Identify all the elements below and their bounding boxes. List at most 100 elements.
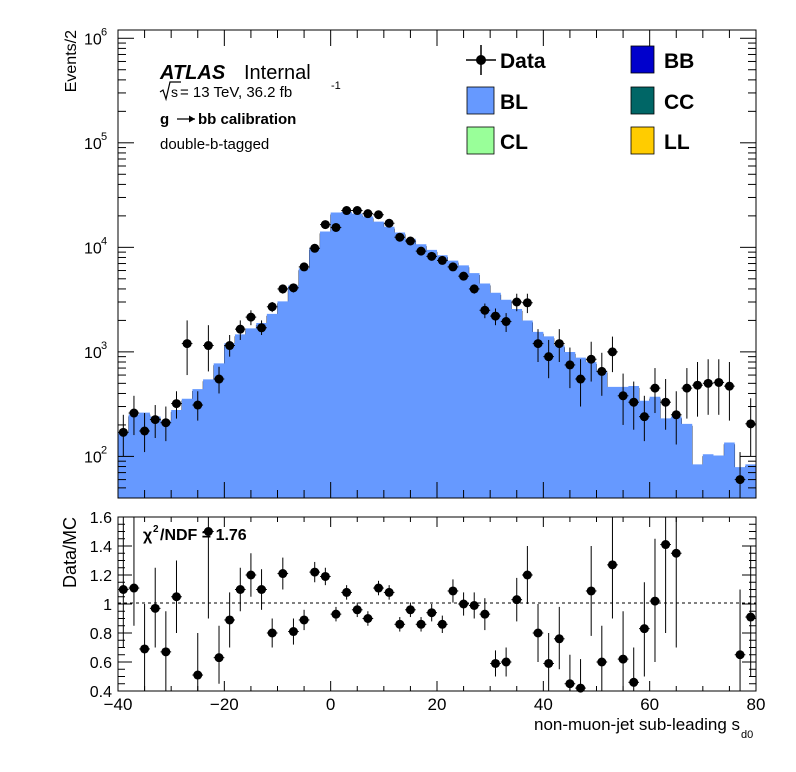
ratio-marker <box>193 670 203 680</box>
x-axis-label: non-muon-jet sub-leading s <box>534 715 740 734</box>
data-marker <box>405 236 415 246</box>
data-point <box>490 308 501 326</box>
ratio-point <box>330 606 342 622</box>
ratio-marker <box>405 605 415 615</box>
data-marker <box>416 246 426 256</box>
data-marker <box>395 232 405 242</box>
data-point <box>543 339 554 379</box>
data-point <box>724 362 735 421</box>
ratio-marker <box>576 683 586 693</box>
ratio-point <box>394 617 406 632</box>
data-marker <box>225 341 235 351</box>
ratio-point <box>192 633 204 691</box>
ratio-marker <box>746 612 756 622</box>
ratio-marker <box>501 657 511 667</box>
data-marker <box>193 400 203 410</box>
ratio-point <box>256 569 267 610</box>
bl-stack-layer <box>118 211 756 499</box>
x-tick-label: 20 <box>428 695 447 714</box>
legend: Data BB BL CC CL LL <box>466 45 694 155</box>
ratio-marker <box>448 586 458 596</box>
data-marker <box>746 419 756 429</box>
lumi-exponent: -1 <box>331 80 341 92</box>
legend-data-label: Data <box>500 50 546 73</box>
data-marker <box>448 262 458 272</box>
ratio-marker <box>129 583 139 593</box>
legend-entry-bb: BB <box>630 45 694 74</box>
data-marker <box>352 206 362 216</box>
ratio-y-tick-label: 0.6 <box>90 655 112 672</box>
data-marker <box>501 317 511 327</box>
data-point <box>320 220 331 230</box>
sqrt-symbol <box>159 81 181 102</box>
ratio-marker <box>257 585 267 594</box>
legend-cc-swatch <box>630 86 655 115</box>
data-point <box>309 243 321 253</box>
data-point <box>192 391 204 421</box>
ratio-marker <box>735 650 745 660</box>
ratio-point <box>383 585 395 600</box>
legend-ll-swatch <box>630 126 655 155</box>
data-point <box>213 366 225 394</box>
ratio-point <box>500 647 512 677</box>
data-marker <box>650 383 660 393</box>
legend-entry-cl: CL <box>466 126 528 155</box>
ratio-point <box>160 611 172 691</box>
ratio-point <box>426 604 437 622</box>
data-marker <box>140 426 150 436</box>
y-tick-exponent: 5 <box>101 131 107 143</box>
ratio-point <box>128 517 140 626</box>
data-point <box>553 329 565 363</box>
ratio-y-tick-label: 1 <box>103 597 112 614</box>
data-point <box>585 341 597 382</box>
data-marker <box>171 399 181 409</box>
data-point <box>224 335 235 357</box>
ratio-point <box>288 618 299 645</box>
legend-entry-bl: BL <box>466 86 528 115</box>
atlas-status: Internal <box>244 62 311 84</box>
legend-bl-label: BL <box>500 91 528 114</box>
data-point <box>373 210 384 220</box>
data-marker <box>469 284 479 294</box>
chi2-symbol: χ <box>143 527 153 544</box>
data-marker <box>554 339 564 349</box>
ratio-marker <box>586 586 596 596</box>
ratio-marker <box>171 592 181 602</box>
legend-cc-label: CC <box>664 91 694 114</box>
data-point <box>362 209 374 219</box>
data-point <box>734 452 746 498</box>
ratio-marker <box>661 540 671 550</box>
ratio-marker <box>671 548 681 558</box>
ratio-point <box>277 557 289 590</box>
tag-label: double-b-tagged <box>160 136 269 153</box>
ratio-point <box>575 659 586 693</box>
data-point <box>649 368 661 414</box>
data-marker <box>288 283 298 293</box>
ratio-marker <box>565 679 575 689</box>
data-marker <box>278 284 288 294</box>
y-tick-label: 10 <box>84 449 102 466</box>
data-point <box>564 347 576 389</box>
ratio-marker <box>299 615 309 625</box>
data-point <box>405 236 416 246</box>
x-axis-label-subscript: d0 <box>741 729 753 741</box>
data-marker <box>671 410 681 420</box>
ratio-marker <box>331 609 341 619</box>
energy-s: s <box>171 84 178 100</box>
ratio-point <box>543 633 554 691</box>
data-point <box>607 336 618 373</box>
arrow-icon <box>189 115 195 123</box>
ratio-point <box>596 625 608 691</box>
ratio-point <box>437 615 448 633</box>
data-marker <box>490 311 500 321</box>
top-x-axis-ticks <box>117 30 757 498</box>
data-marker <box>629 397 639 407</box>
data-point <box>288 283 299 293</box>
data-point <box>447 262 459 272</box>
legend-bb-label: BB <box>664 50 694 73</box>
ratio-marker <box>490 658 500 668</box>
ratio-point <box>245 553 257 597</box>
data-point <box>171 391 182 419</box>
data-marker <box>129 408 139 418</box>
